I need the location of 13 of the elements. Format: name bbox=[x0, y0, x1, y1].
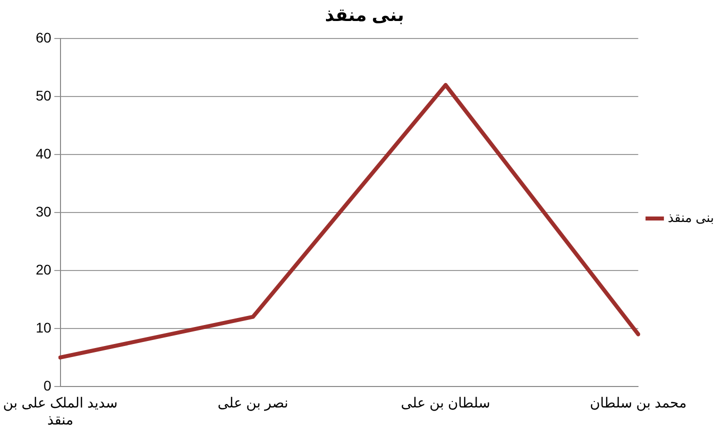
y-tick-label: 60 bbox=[36, 29, 52, 46]
chart-title: بنی منقذ bbox=[324, 4, 404, 25]
x-tick-label: سدید الملک علی بن منقذ bbox=[2, 394, 118, 428]
y-tick-label: 50 bbox=[36, 87, 52, 104]
y-tick-label: 20 bbox=[36, 261, 52, 278]
y-tick-label: 0 bbox=[44, 377, 52, 394]
y-tick-label: 30 bbox=[36, 203, 52, 220]
legend-label: بنی منقذ bbox=[668, 210, 714, 226]
y-tick-label: 40 bbox=[36, 145, 52, 162]
x-tick-label: نصر بن علی bbox=[218, 394, 288, 412]
x-tick-label: محمد بن سلطان bbox=[590, 394, 687, 412]
x-tick-label: سلطان بن علی bbox=[400, 394, 490, 412]
y-tick-label: 10 bbox=[36, 319, 52, 336]
